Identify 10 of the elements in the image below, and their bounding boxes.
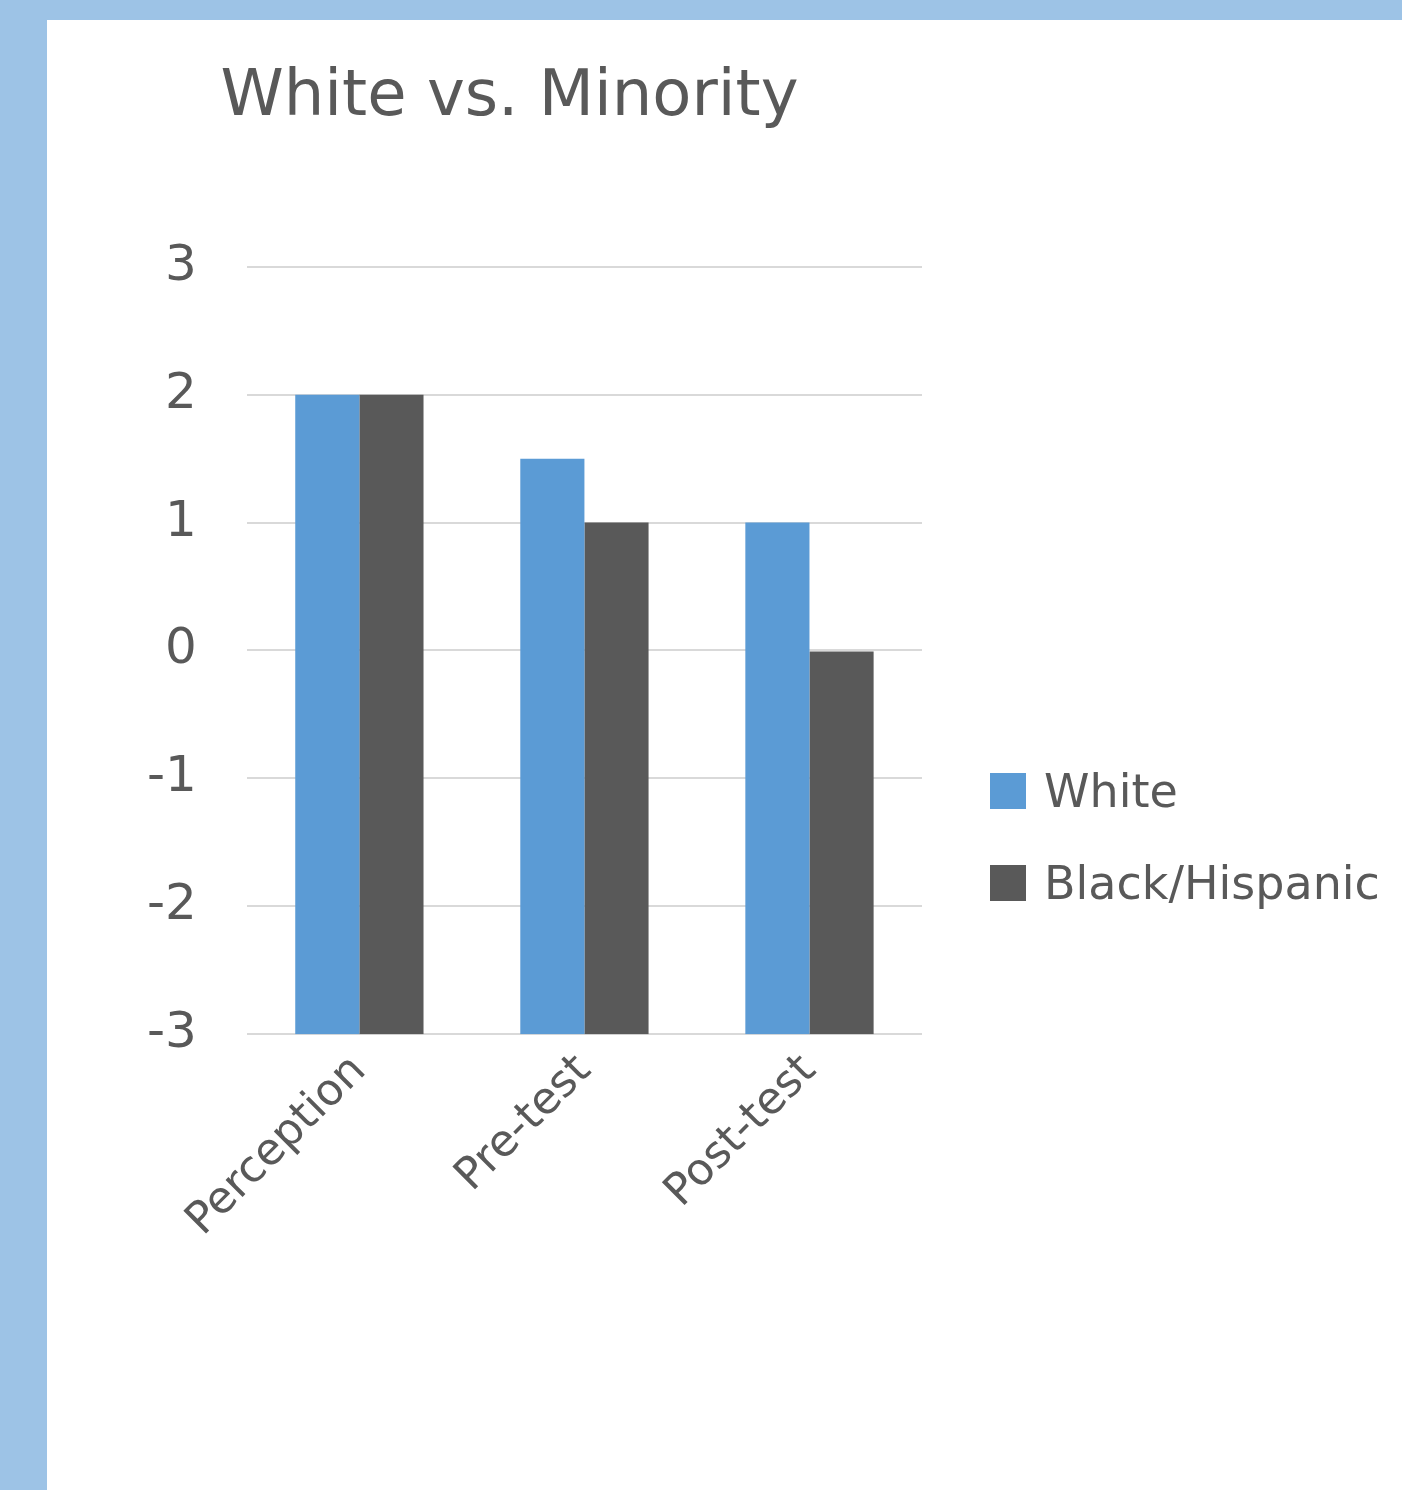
y-tick-label: 3 — [165, 233, 197, 292]
y-tick-label: 0 — [165, 617, 197, 676]
legend-label: Black/Hispanic — [1044, 856, 1380, 910]
y-tick-label: -2 — [146, 873, 197, 932]
chart-title: White vs. Minority — [220, 56, 799, 131]
y-tick-label: 1 — [165, 489, 197, 548]
y-tick-label: 2 — [165, 361, 197, 420]
y-tick-label: -1 — [146, 745, 197, 804]
y-tick-label: -3 — [146, 1001, 197, 1060]
legend-label: White — [1044, 764, 1178, 818]
